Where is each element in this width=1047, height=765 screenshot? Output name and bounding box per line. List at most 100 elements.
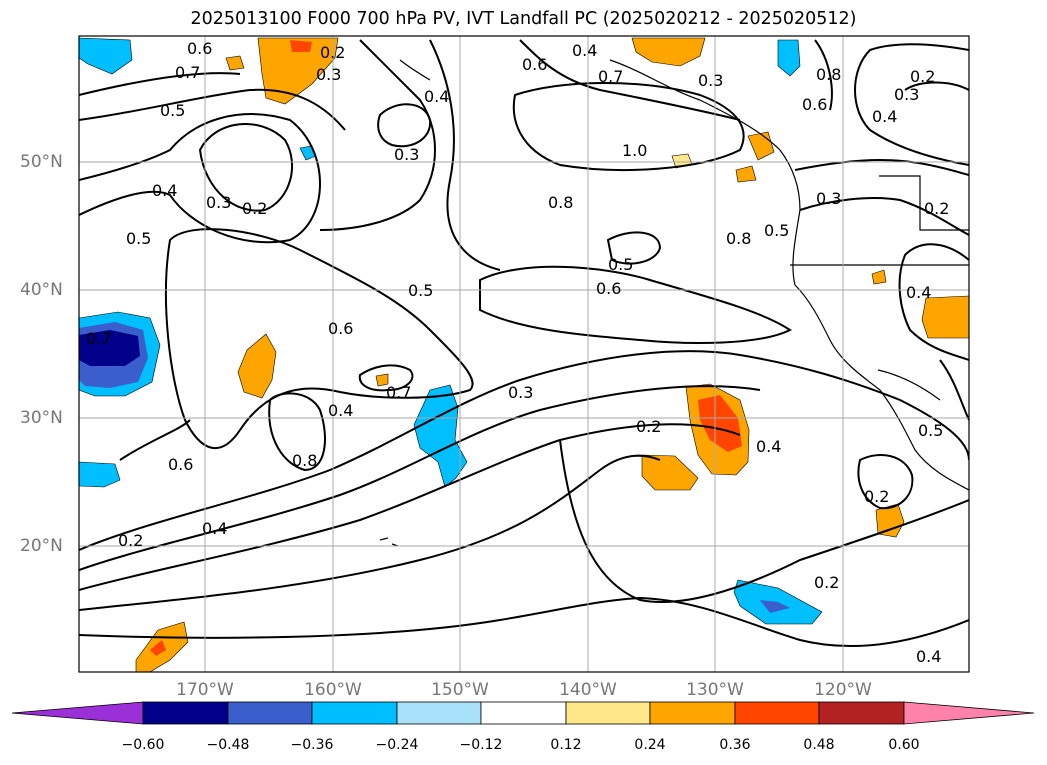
lat-label: 30°N	[20, 408, 63, 428]
contour-label: 0.4	[756, 437, 781, 456]
orange-patch-tiny2	[375, 373, 389, 387]
contour-label: 0.4	[906, 283, 931, 302]
red-patch-sw	[150, 640, 166, 656]
orange-patch-tiny	[225, 55, 245, 71]
lon-label: 140°W	[559, 680, 617, 700]
lon-label: 150°W	[431, 680, 489, 700]
colorbar-tick-label: −0.12	[459, 737, 503, 753]
contour-label: 0.6	[522, 55, 547, 74]
contour-label: 0.7	[598, 67, 623, 86]
colorbar-tick-label: 0.48	[803, 737, 835, 753]
coastline	[379, 59, 969, 547]
colorbar-bin	[818, 701, 905, 725]
contour-label: 0.4	[328, 401, 353, 420]
contour-label: 0.4	[916, 647, 941, 666]
lat-label: 40°N	[20, 280, 63, 300]
contour-label: 0.5	[126, 229, 151, 248]
contour-label: 0.6	[596, 279, 621, 298]
map-title: 2025013100 F000 700 hPa PV, IVT Landfall…	[190, 9, 857, 29]
lat-label: 20°N	[20, 536, 63, 556]
colorbar-tick-label: 0.36	[719, 737, 751, 753]
contour-label: 0.4	[152, 181, 177, 200]
contour-label: 0.3	[698, 71, 723, 90]
colorbar-tick-label: 0.60	[888, 737, 920, 753]
contour-label: 0.2	[924, 199, 949, 218]
orange-patch-north	[257, 37, 339, 105]
colorbar-bin	[311, 701, 398, 725]
colorbar-bin	[227, 701, 313, 725]
blue-patch-nw	[79, 37, 133, 75]
contour-label: 0.8	[548, 193, 573, 212]
contour-label: 0.2	[320, 43, 345, 62]
contour-label: 0.4	[202, 519, 227, 538]
contour-label: 0.3	[508, 383, 533, 402]
red-patch-130w	[698, 395, 742, 452]
lat-label: 50°N	[20, 152, 63, 172]
contour-label: 0.2	[814, 573, 839, 592]
contour-label: 0.7	[86, 329, 111, 348]
shading-layer	[79, 37, 969, 672]
blue-patch-sw	[79, 461, 121, 488]
contour-label: 0.3	[206, 193, 231, 212]
contour-label: 0.5	[408, 281, 433, 300]
contour-label: 0.8	[726, 229, 751, 248]
contour-label: 0.3	[894, 85, 919, 104]
contour-label: 0.8	[292, 451, 317, 470]
contour-label: 0.6	[328, 319, 353, 338]
orange-patch-160w	[237, 333, 277, 399]
contour-label: 0.3	[394, 145, 419, 164]
lon-label: 120°W	[814, 680, 872, 700]
gridlines	[79, 36, 969, 672]
contour-labels: 0.6 0.7 0.2 0.3 0.4 0.6 0.4 0.7 0.3 0.2 …	[86, 39, 949, 666]
colorbar-tick-label: −0.48	[206, 737, 250, 753]
orange-patch-dot	[871, 269, 887, 285]
contour-label: 0.7	[175, 63, 200, 82]
colorbar-tick-label: 0.24	[634, 737, 666, 753]
blue-patch-central	[413, 384, 468, 488]
orange-patch-135w	[641, 454, 699, 491]
colorbar-tick-label: −0.60	[121, 737, 165, 753]
colorbar-bin	[734, 701, 820, 725]
contour-label: 0.4	[572, 41, 597, 60]
contour-label: 0.2	[910, 67, 935, 86]
colorbar-tick-label: 0.12	[550, 737, 582, 753]
contour-label: 0.5	[764, 221, 789, 240]
orange-patch-se	[875, 503, 905, 538]
yellow-patch-b	[735, 165, 757, 183]
contour-label: 0.2	[242, 199, 267, 218]
contour-label: 0.3	[816, 189, 841, 208]
blue-patch-south-core	[760, 600, 790, 613]
lon-label: 170°W	[176, 680, 234, 700]
contour-label: 1.0	[622, 141, 647, 160]
lon-label: 160°W	[304, 680, 362, 700]
colorbar-tick-label: −0.24	[375, 737, 419, 753]
lon-label: 130°W	[686, 680, 744, 700]
contour-label: 0.7	[386, 383, 411, 402]
contour-label: 0.4	[872, 107, 897, 126]
colorbar-tick-label: −0.36	[290, 737, 334, 753]
colorbar-bin	[142, 701, 229, 725]
contour-label: 0.5	[918, 421, 943, 440]
colorbar-extend-low	[11, 701, 144, 725]
contour-label: 0.6	[187, 39, 212, 58]
blue-patch-west-core	[79, 330, 140, 366]
map-frame	[78, 35, 970, 673]
contour-label: 0.6	[168, 455, 193, 474]
contour-label: 0.3	[316, 65, 341, 84]
contour-label: 0.4	[424, 87, 449, 106]
colorbar	[11, 701, 1035, 725]
colorbar-bin	[565, 701, 651, 725]
contour-label: 0.5	[160, 101, 185, 120]
map-panel	[79, 36, 969, 672]
contour-label: 0.2	[864, 487, 889, 506]
colorbar-bin	[396, 701, 482, 725]
orange-patch-east	[921, 295, 969, 339]
colorbar-bin	[649, 701, 736, 725]
orange-patch-ne	[631, 37, 706, 67]
colorbar-extend-high	[903, 701, 1035, 725]
red-patch-north	[290, 40, 312, 52]
contour-label: 0.5	[608, 255, 633, 274]
contour-label: 0.2	[636, 417, 661, 436]
blue-patch-north	[777, 39, 801, 77]
